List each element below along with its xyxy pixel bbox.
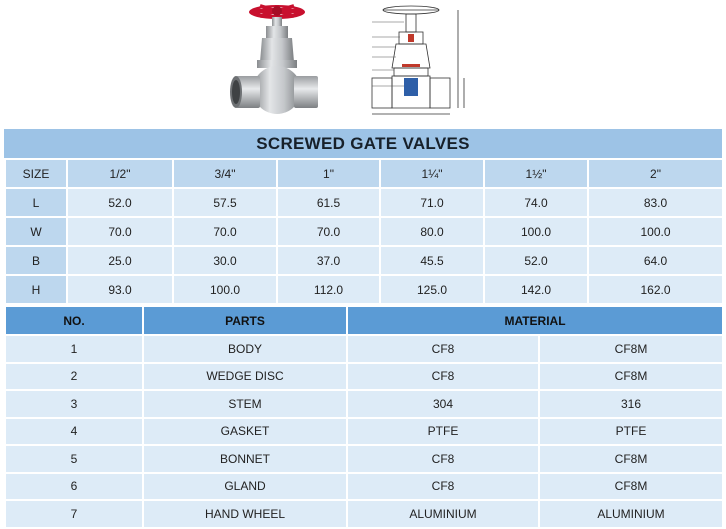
- product-images: [0, 0, 726, 128]
- parts-header-row: NO. PARTS MATERIAL: [4, 305, 725, 336]
- gate-valve-photo: [230, 4, 318, 114]
- material-cf8: ALUMINIUM: [346, 499, 540, 529]
- size-heading: 1¼": [379, 158, 485, 189]
- table-cell: 142.0: [483, 274, 589, 305]
- table-cell: 61.5: [276, 187, 381, 218]
- size-label: SIZE: [4, 158, 68, 189]
- table-cell: 52.0: [483, 245, 589, 276]
- part-number: 1: [4, 334, 144, 364]
- table-cell: 80.0: [379, 216, 485, 247]
- table-cell: 25.0: [66, 245, 174, 276]
- part-number: 5: [4, 444, 144, 474]
- material-cf8: CF8: [346, 444, 540, 474]
- size-heading: 2": [587, 158, 724, 189]
- table-title: SCREWED GATE VALVES: [4, 129, 722, 158]
- table-cell: 162.0: [587, 274, 724, 305]
- table-cell: 93.0: [66, 274, 174, 305]
- material-cf8: PTFE: [346, 416, 540, 446]
- part-number: 3: [4, 389, 144, 419]
- material-cf8: CF8: [346, 361, 540, 391]
- part-name: GASKET: [142, 416, 348, 446]
- dimension-row-b: B 25.0 30.0 37.0 45.5 52.0 64.0: [4, 245, 724, 276]
- part-row: 7 HAND WHEEL ALUMINIUM ALUMINIUM: [4, 499, 725, 529]
- part-name: BODY: [142, 334, 348, 364]
- material-cf8m: 316: [537, 389, 725, 419]
- material-cf8m: CF8M: [537, 361, 725, 391]
- table-cell: 100.0: [172, 274, 278, 305]
- table-cell: 45.5: [379, 245, 485, 276]
- table-cell: 70.0: [66, 216, 174, 247]
- material-cf8: 304: [346, 389, 540, 419]
- material-cf8m: CF8M: [537, 444, 725, 474]
- part-name: GLAND: [142, 471, 348, 501]
- part-name: STEM: [142, 389, 348, 419]
- parts-header: PARTS: [142, 305, 348, 336]
- table-cell: 83.0: [587, 187, 724, 218]
- size-header-row: SIZE 1/2" 3/4" 1" 1¼" 1½" 2": [4, 158, 724, 189]
- row-label: L: [4, 187, 68, 218]
- part-row: 1 BODY CF8 CF8M: [4, 334, 725, 364]
- table-cell: 100.0: [587, 216, 724, 247]
- table-cell: 100.0: [483, 216, 589, 247]
- part-number: 6: [4, 471, 144, 501]
- size-heading: 1/2": [66, 158, 174, 189]
- part-number: 4: [4, 416, 144, 446]
- table-cell: 64.0: [587, 245, 724, 276]
- material-cf8: CF8: [346, 471, 540, 501]
- table-cell: 70.0: [276, 216, 381, 247]
- dimension-row-l: L 52.0 57.5 61.5 71.0 74.0 83.0: [4, 187, 724, 218]
- part-row: 2 WEDGE DISC CF8 CF8M: [4, 361, 725, 391]
- no-header: NO.: [4, 305, 144, 336]
- dimension-row-h: H 93.0 100.0 112.0 125.0 142.0 162.0: [4, 274, 724, 305]
- row-label: H: [4, 274, 68, 305]
- table-cell: 70.0: [172, 216, 278, 247]
- dimensions-table: SIZE 1/2" 3/4" 1" 1¼" 1½" 2" L 52.0 57.5…: [4, 158, 724, 305]
- size-heading: 3/4": [172, 158, 278, 189]
- row-label: W: [4, 216, 68, 247]
- material-cf8: CF8: [346, 334, 540, 364]
- part-row: 4 GASKET PTFE PTFE: [4, 416, 725, 446]
- material-cf8m: CF8M: [537, 471, 725, 501]
- valve-technical-drawing: [371, 5, 465, 115]
- parts-material-table: NO. PARTS MATERIAL 1 BODY CF8 CF8M 2 WED…: [4, 305, 725, 529]
- part-number: 7: [4, 499, 144, 529]
- part-row: 5 BONNET CF8 CF8M: [4, 444, 725, 474]
- size-heading: 1½": [483, 158, 589, 189]
- part-name: HAND WHEEL: [142, 499, 348, 529]
- table-cell: 112.0: [276, 274, 381, 305]
- dimension-row-w: W 70.0 70.0 70.0 80.0 100.0 100.0: [4, 216, 724, 247]
- material-cf8m: ALUMINIUM: [537, 499, 725, 529]
- part-number: 2: [4, 361, 144, 391]
- spec-sheet: SCREWED GATE VALVES SIZE 1/2" 3/4" 1" 1¼…: [4, 129, 725, 529]
- table-cell: 57.5: [172, 187, 278, 218]
- table-cell: 125.0: [379, 274, 485, 305]
- table-cell: 52.0: [66, 187, 174, 218]
- material-cf8m: PTFE: [537, 416, 725, 446]
- table-cell: 74.0: [483, 187, 589, 218]
- material-cf8m: CF8M: [537, 334, 725, 364]
- part-row: 6 GLAND CF8 CF8M: [4, 471, 725, 501]
- part-row: 3 STEM 304 316: [4, 389, 725, 419]
- material-header: MATERIAL: [345, 305, 725, 336]
- row-label: B: [4, 245, 68, 276]
- table-cell: 30.0: [172, 245, 278, 276]
- table-cell: 71.0: [379, 187, 485, 218]
- table-cell: 37.0: [276, 245, 381, 276]
- size-heading: 1": [276, 158, 381, 189]
- part-name: BONNET: [142, 444, 348, 474]
- part-name: WEDGE DISC: [142, 361, 348, 391]
